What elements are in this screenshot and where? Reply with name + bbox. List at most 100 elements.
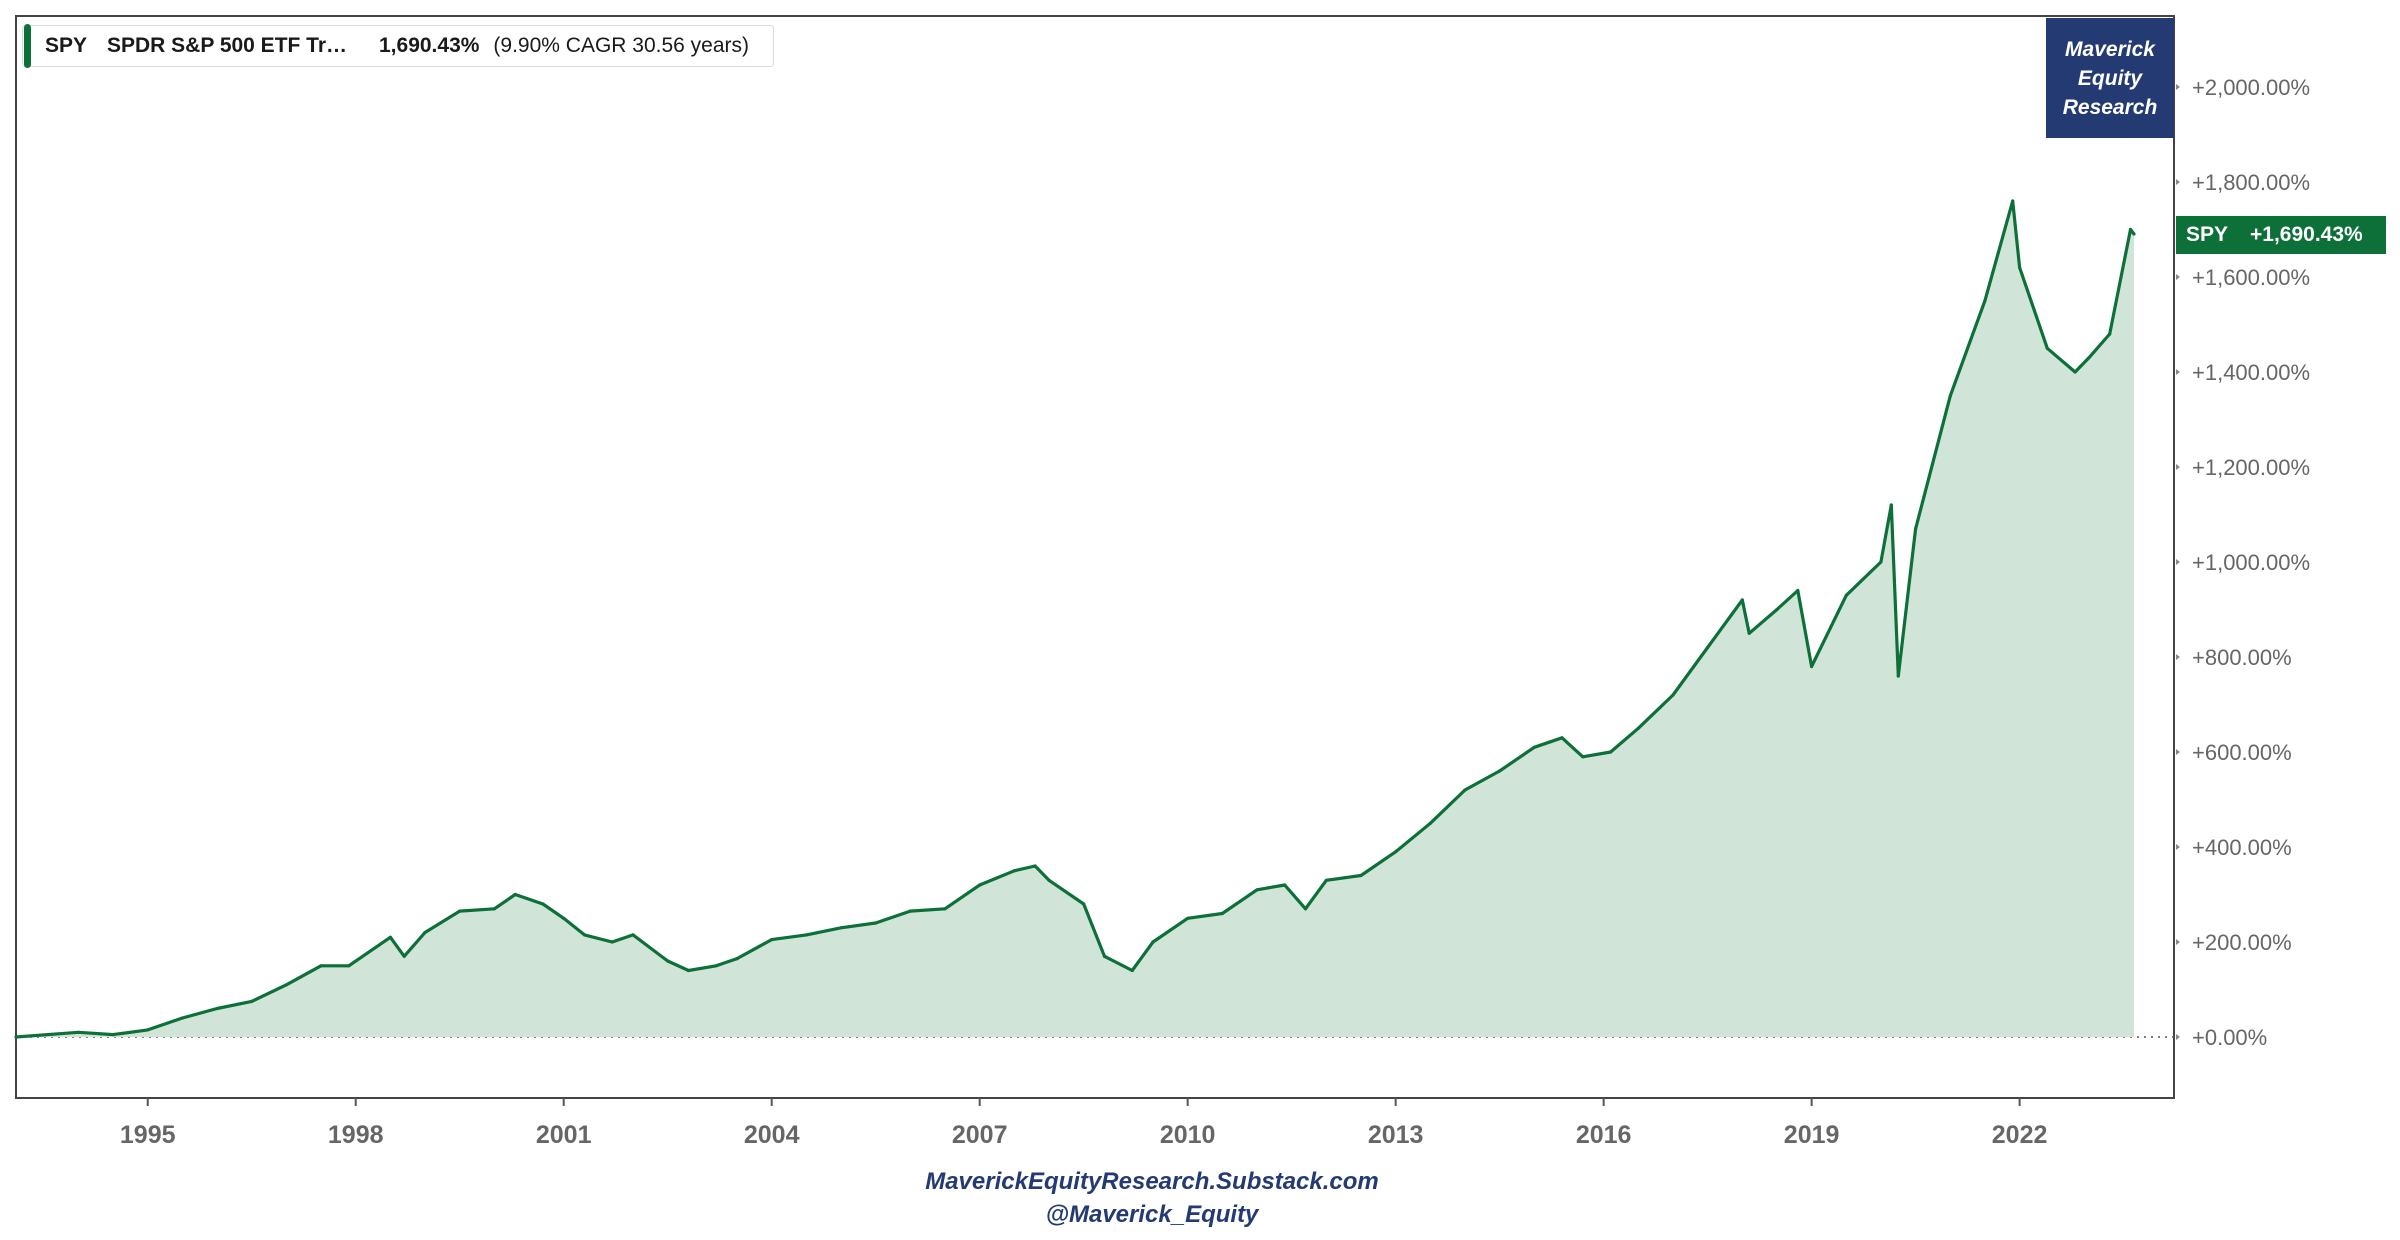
legend-ticker: SPY [45,34,88,57]
data-point [1948,394,1952,398]
data-point [541,902,545,906]
data-point [1186,916,1190,920]
data-point [908,909,912,913]
data-point [2018,265,2022,270]
data-point [1609,750,1613,754]
data-point [215,1006,219,1011]
y-tick-label: +0.00% [2192,1025,2267,1050]
data-point [1102,954,1107,958]
y-tick-mark [2176,84,2180,90]
data-point [2108,332,2112,336]
axes: +0.00% +200.00% +400.00% +600.00% +800.00% +1… [120,75,2310,1149]
data-point [423,930,427,935]
data-point [2045,346,2049,350]
data-point [943,907,947,911]
legend: SPY SPDR S&P 500 ETF Tr… 1,690.43% (9.90… [22,24,774,68]
data-point [804,933,809,937]
data-point [2128,227,2133,232]
data-point [1151,940,1155,944]
data-point [1428,821,1432,825]
data-point [458,909,462,913]
data-point [1636,726,1640,730]
y-tick-label: +800.00% [2192,645,2292,670]
data-point [1671,693,1675,697]
y-tick-label: +600.00% [2192,740,2292,765]
data-point [562,916,566,920]
data-point [874,921,878,925]
x-tick-label: 2010 [1160,1121,1216,1149]
data-point [770,938,774,942]
data-point [76,1030,80,1034]
data-point [666,959,670,963]
data-point [1532,745,1536,749]
brand-logo: Maverick Equity Research [2046,18,2174,138]
plot-area [14,199,2174,1039]
y-tick-mark [2176,749,2180,755]
data-point [978,883,982,887]
plot-frame [15,15,2175,1099]
series-area-spy [16,201,2134,1037]
legend-swatch [24,24,31,68]
data-point [2087,356,2091,360]
data-point [284,983,288,987]
data-point [1896,674,1900,678]
data-point [1130,968,1134,973]
data-point [839,926,843,930]
y-tick-label: +2,000.00% [2192,75,2310,100]
data-point [1844,593,1848,597]
data-point [319,964,323,968]
data-point [610,940,614,944]
last-value: +1,690.43% [2250,223,2363,246]
data-point [111,1033,115,1037]
data-point [1796,588,1800,593]
x-tick-label: 2016 [1576,1121,1632,1149]
data-point [735,957,739,961]
y-tick-label: +200.00% [2192,930,2292,955]
legend-total-return: 1,690.43% [379,34,480,57]
x-tick-label: 2007 [952,1121,1008,1149]
x-tick-label: 1995 [120,1121,176,1149]
data-point [2073,370,2077,374]
data-point [631,933,635,937]
x-tick-label: 2001 [536,1121,592,1149]
y-tick-mark [2176,559,2180,565]
y-tick-label: +1,000.00% [2192,550,2310,575]
data-point [1394,850,1398,854]
last-value-tag: SPY +1,690.43% [2176,216,2386,254]
y-tick-mark [2176,1034,2180,1040]
y-tick-mark [2176,369,2180,375]
data-point [402,954,406,958]
data-point [1560,736,1564,740]
brand-logo-text: Maverick Equity Research [2062,37,2158,119]
legend-cagr-note: (9.90% CAGR 30.56 years) [493,34,750,57]
data-point [1283,883,1287,887]
data-point [1775,607,1779,612]
data-point [1359,873,1363,878]
x-tick-label: 2022 [1992,1121,2048,1149]
x-tick-label: 2013 [1368,1121,1424,1149]
y-tick-mark [2176,844,2180,850]
last-value-ticker: SPY [2186,223,2229,246]
data-point [1082,902,1086,906]
y-tick-label: +1,800.00% [2192,170,2310,195]
y-tick-mark [2176,654,2180,660]
data-point [2011,199,2015,203]
data-point [14,1035,18,1039]
data-point [1879,560,1883,564]
data-point [1889,503,1893,507]
data-point [582,933,587,937]
x-tick-label: 2019 [1784,1121,1840,1149]
y-tick-label: +1,200.00% [2192,455,2310,480]
data-point [1983,299,1987,303]
data-point [1810,664,1814,669]
data-point [146,1028,150,1032]
data-point [714,964,718,968]
data-point [1747,631,1751,635]
footer-handle: @Maverick_Equity [1045,1201,1259,1228]
y-tick-mark [2176,179,2180,185]
data-point [1033,864,1037,868]
data-point [1012,869,1016,873]
y-tick-mark [2176,274,2180,280]
x-tick-label: 2004 [744,1121,800,1149]
